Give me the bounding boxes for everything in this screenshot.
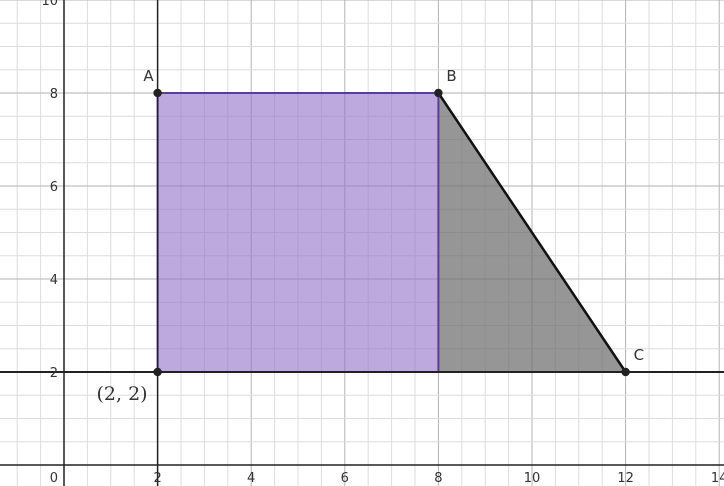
tick-labels: 2 4 6 8 10 12 14 2 4 6 8 10 0 [41,0,724,486]
point-c [621,367,630,377]
x-tick-label: 6 [341,471,349,486]
x-tick-label: 14 [711,471,724,486]
segment-bc [437,92,627,373]
x-tick-label: 10 [524,471,541,486]
coordinate-label-2-2: (2, 2) [97,383,148,405]
point-a [153,88,162,98]
point-unnamed [153,367,162,377]
point-label-a: A [143,67,154,85]
points: A B C [143,67,644,377]
x-tick-label: 12 [617,471,634,486]
region-rectangle [157,93,439,372]
y-tick-label: 8 [50,87,58,102]
y-tick-label: 4 [50,273,58,288]
y-tick-label: 2 [50,366,58,381]
point-b [434,88,443,98]
point-label-c: C [634,346,644,364]
point-label-b: B [446,67,456,85]
x-tick-label: 8 [434,471,442,486]
x-tick-label: 4 [247,471,255,486]
x-tick-label: 2 [153,471,161,486]
origin-label: 0 [50,471,58,486]
y-tick-label: 6 [50,180,58,195]
y-tick-label: 10 [41,0,58,9]
